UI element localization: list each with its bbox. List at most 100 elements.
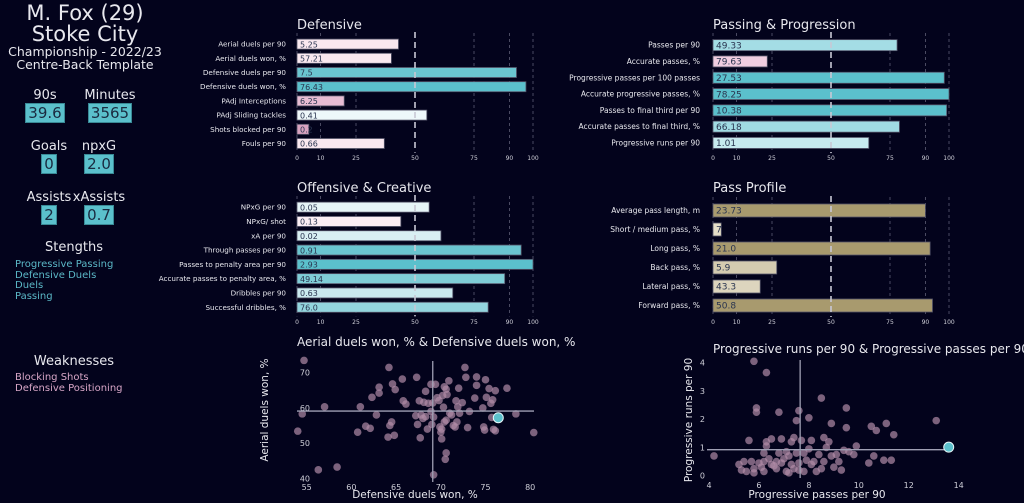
scatter-point bbox=[932, 416, 941, 425]
x-tick-label: 50 bbox=[411, 319, 419, 326]
stat-label: npxG bbox=[81, 139, 117, 154]
scatter-point bbox=[437, 425, 446, 433]
bar-value-label: 0.41 bbox=[300, 111, 318, 120]
x-tick-label: 4 bbox=[706, 481, 711, 490]
bar-value-label: 5.9 bbox=[716, 264, 731, 274]
bar-value-label: 23.73 bbox=[716, 207, 742, 217]
scatter-point bbox=[800, 449, 808, 457]
scatter-point bbox=[491, 426, 500, 435]
stat-value: 0 bbox=[41, 154, 57, 174]
scatter-point bbox=[817, 394, 826, 402]
weaknesses-title: Weaknesses bbox=[33, 354, 115, 369]
bar bbox=[712, 279, 761, 294]
x-tick-label: 90 bbox=[506, 155, 514, 162]
scatter-point bbox=[842, 404, 851, 412]
scatter-point bbox=[390, 431, 399, 440]
scatter-point bbox=[368, 393, 376, 402]
scatter-point bbox=[412, 373, 421, 382]
scatter-point bbox=[800, 467, 808, 476]
scatter-point bbox=[785, 452, 793, 460]
bar bbox=[296, 138, 385, 149]
bar-category-label: Accurate progressive passes, % bbox=[581, 90, 700, 99]
bar bbox=[296, 81, 527, 93]
x-tick-label: 90 bbox=[922, 319, 930, 326]
scatter-point bbox=[837, 466, 846, 474]
x-tick-label: 10 bbox=[733, 319, 741, 326]
bar-category-label: Back pass, % bbox=[650, 263, 700, 272]
stat-goals: Goals 0 bbox=[9, 139, 89, 174]
bar-category-label: Accurate passes to final third, % bbox=[578, 122, 700, 131]
scatter-point bbox=[421, 412, 430, 421]
scatter-point bbox=[795, 459, 803, 467]
bar-value-label: 78.25 bbox=[716, 90, 742, 100]
bar-category-label: PAdj Interceptions bbox=[221, 96, 286, 105]
bar-value-label: 49.14 bbox=[300, 275, 323, 284]
scatter-point bbox=[479, 404, 487, 412]
stat-label: Goals bbox=[30, 139, 68, 154]
chart-title: Offensive & Creative bbox=[297, 181, 431, 196]
scatter-point bbox=[767, 435, 776, 443]
bar bbox=[296, 287, 454, 299]
x-tick-label: 50 bbox=[411, 155, 419, 162]
stat-value: 2.0 bbox=[84, 154, 114, 174]
bar-category-label: Forward pass, % bbox=[638, 301, 700, 310]
scatter-point bbox=[775, 408, 783, 416]
bar-category-label: NPxG/ shot bbox=[246, 217, 286, 226]
scatter-point bbox=[443, 390, 451, 399]
y-tick-label: 50 bbox=[300, 439, 310, 448]
scatter-point bbox=[820, 433, 828, 442]
bar-value-label: 49.33 bbox=[716, 41, 742, 51]
bar-value-label: 0.02 bbox=[300, 232, 318, 241]
y-tick-label: 40 bbox=[300, 474, 310, 483]
bar-category-label: Passes per 90 bbox=[648, 41, 700, 50]
bar bbox=[296, 67, 517, 78]
scatter-point bbox=[760, 467, 768, 476]
scatter-point bbox=[867, 422, 876, 431]
bar-category-label: Aerial duels per 90 bbox=[218, 40, 286, 49]
competition-label: Championship - 2022/23 bbox=[8, 44, 162, 59]
bar-category-label: Short / medium pass, % bbox=[610, 225, 700, 234]
scatter-point bbox=[488, 396, 497, 404]
bar-value-label: 7.5 bbox=[300, 69, 313, 78]
strength-item: Passing bbox=[15, 290, 53, 302]
bar-category-label: Through passes per 90 bbox=[203, 246, 287, 255]
scatter-point bbox=[454, 384, 463, 392]
scatter-point bbox=[372, 411, 381, 419]
strength-item: Duels bbox=[15, 280, 44, 291]
scatter-point bbox=[453, 418, 461, 426]
bar-value-label: 57.21 bbox=[300, 55, 323, 64]
x-tick-label: 10 bbox=[733, 155, 741, 162]
bar-category-label: Long pass, % bbox=[650, 244, 700, 253]
scatter-point bbox=[481, 375, 490, 384]
stat-90s: 90s 39.6 bbox=[5, 88, 85, 123]
scatter-point bbox=[850, 450, 858, 459]
bar bbox=[296, 230, 442, 242]
scatter-point bbox=[745, 436, 753, 445]
x-tick-label: 6 bbox=[756, 481, 761, 490]
bar-category-label: Defensive duels won, % bbox=[200, 82, 286, 91]
bar-category-label: NPxG per 90 bbox=[241, 203, 287, 212]
x-tick-label: 0 bbox=[295, 319, 299, 326]
scatter-point bbox=[805, 445, 813, 453]
scatter-point bbox=[320, 403, 329, 411]
bar bbox=[712, 298, 933, 313]
bar bbox=[296, 52, 392, 64]
bar-value-label: 7 bbox=[716, 226, 722, 236]
scatter-point bbox=[356, 403, 365, 411]
scatter-point bbox=[887, 456, 896, 464]
x-tick-label: 0 bbox=[295, 155, 299, 162]
y-tick-label: 60 bbox=[300, 404, 310, 413]
weakness-item: Defensive Positioning bbox=[15, 382, 123, 394]
x-tick-label: 25 bbox=[768, 155, 776, 162]
y-tick-label: 1 bbox=[700, 443, 705, 452]
x-tick-label: 10 bbox=[317, 155, 325, 162]
highlighted-player-point bbox=[492, 412, 504, 424]
bar-value-label: 2.93 bbox=[300, 261, 318, 270]
x-tick-label: 25 bbox=[352, 155, 360, 162]
stat-label: xAssists bbox=[72, 190, 126, 205]
x-tick-label: 0 bbox=[711, 155, 715, 162]
scatter-point bbox=[482, 393, 491, 402]
scatter-point bbox=[852, 442, 861, 450]
bar bbox=[712, 39, 898, 52]
